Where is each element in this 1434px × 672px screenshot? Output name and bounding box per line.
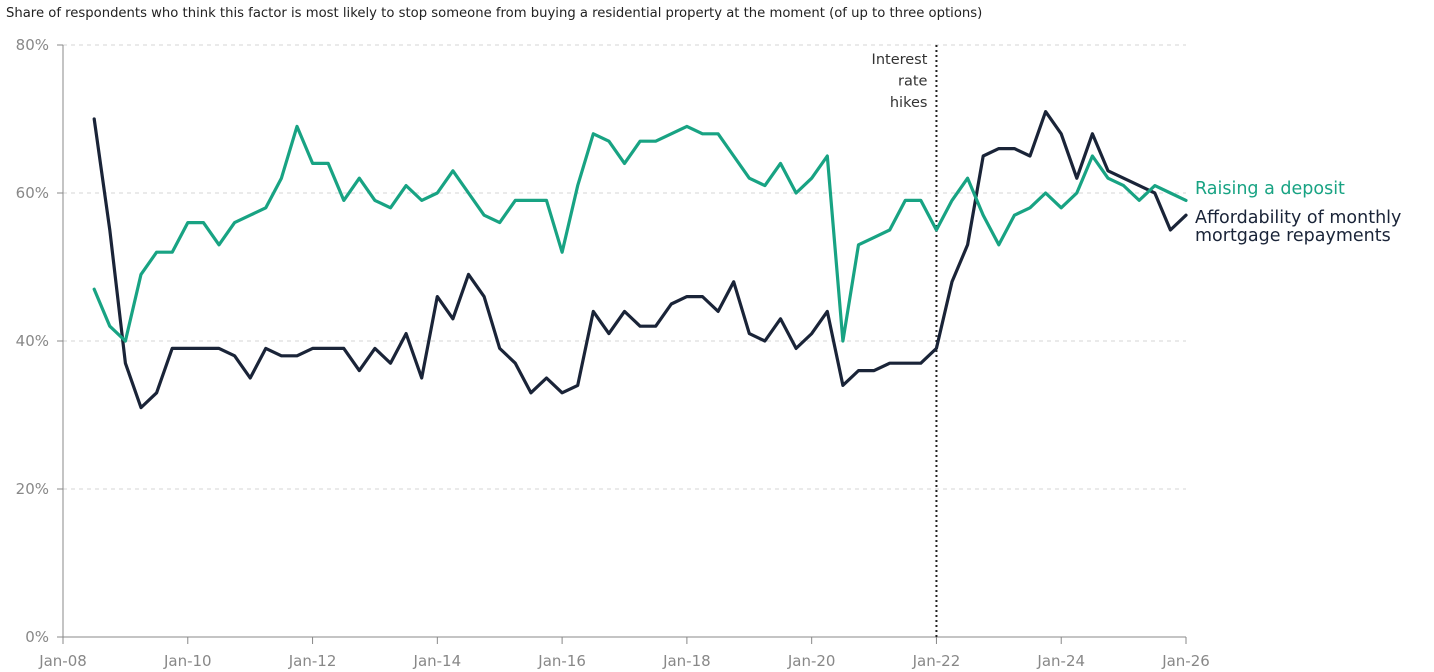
x-tick-label: Jan-16 [537,652,586,670]
x-tick-label: Jan-26 [1161,652,1210,670]
chart-subtitle: Share of respondents who think this fact… [6,6,983,21]
deposit-series-label: Raising a deposit [1195,179,1345,199]
gridlines [63,44,1186,490]
x-axis: Jan-08 Jan-10 Jan-12 Jan-14 Jan-16 Jan-18 Jan-… [38,636,1210,670]
x-tick-label: Jan-24 [1036,652,1085,670]
deposit-line [92,124,1188,343]
annotation-text: rate [898,74,928,90]
series-labels: Raising a deposit Affordability of monthl… [1195,179,1401,246]
x-tick-label: Jan-22 [912,652,961,670]
annotation-text: hikes [890,95,928,111]
y-tick-label: 0% [25,628,49,646]
series-lines [92,110,1188,410]
y-axis: 0% 20% 40% 60% 80% [16,36,64,646]
annotation-text: Interest [872,52,928,68]
affordability-series-label: Affordability of monthly [1195,208,1401,228]
affordability-series-label: mortgage repayments [1195,226,1391,246]
y-tick-label: 60% [16,184,49,202]
x-tick-label: Jan-10 [163,652,212,670]
y-tick-label: 80% [16,36,49,54]
y-tick-label: 20% [16,480,49,498]
x-tick-label: Jan-18 [662,652,711,670]
affordability-line [92,110,1188,410]
rate-hikes-annotation: Interest rate hikes [872,45,938,637]
x-tick-label: Jan-14 [413,652,462,670]
y-tick-label: 40% [16,332,49,350]
x-tick-label: Jan-08 [38,652,87,670]
x-tick-label: Jan-20 [787,652,836,670]
x-tick-label: Jan-12 [288,652,337,670]
